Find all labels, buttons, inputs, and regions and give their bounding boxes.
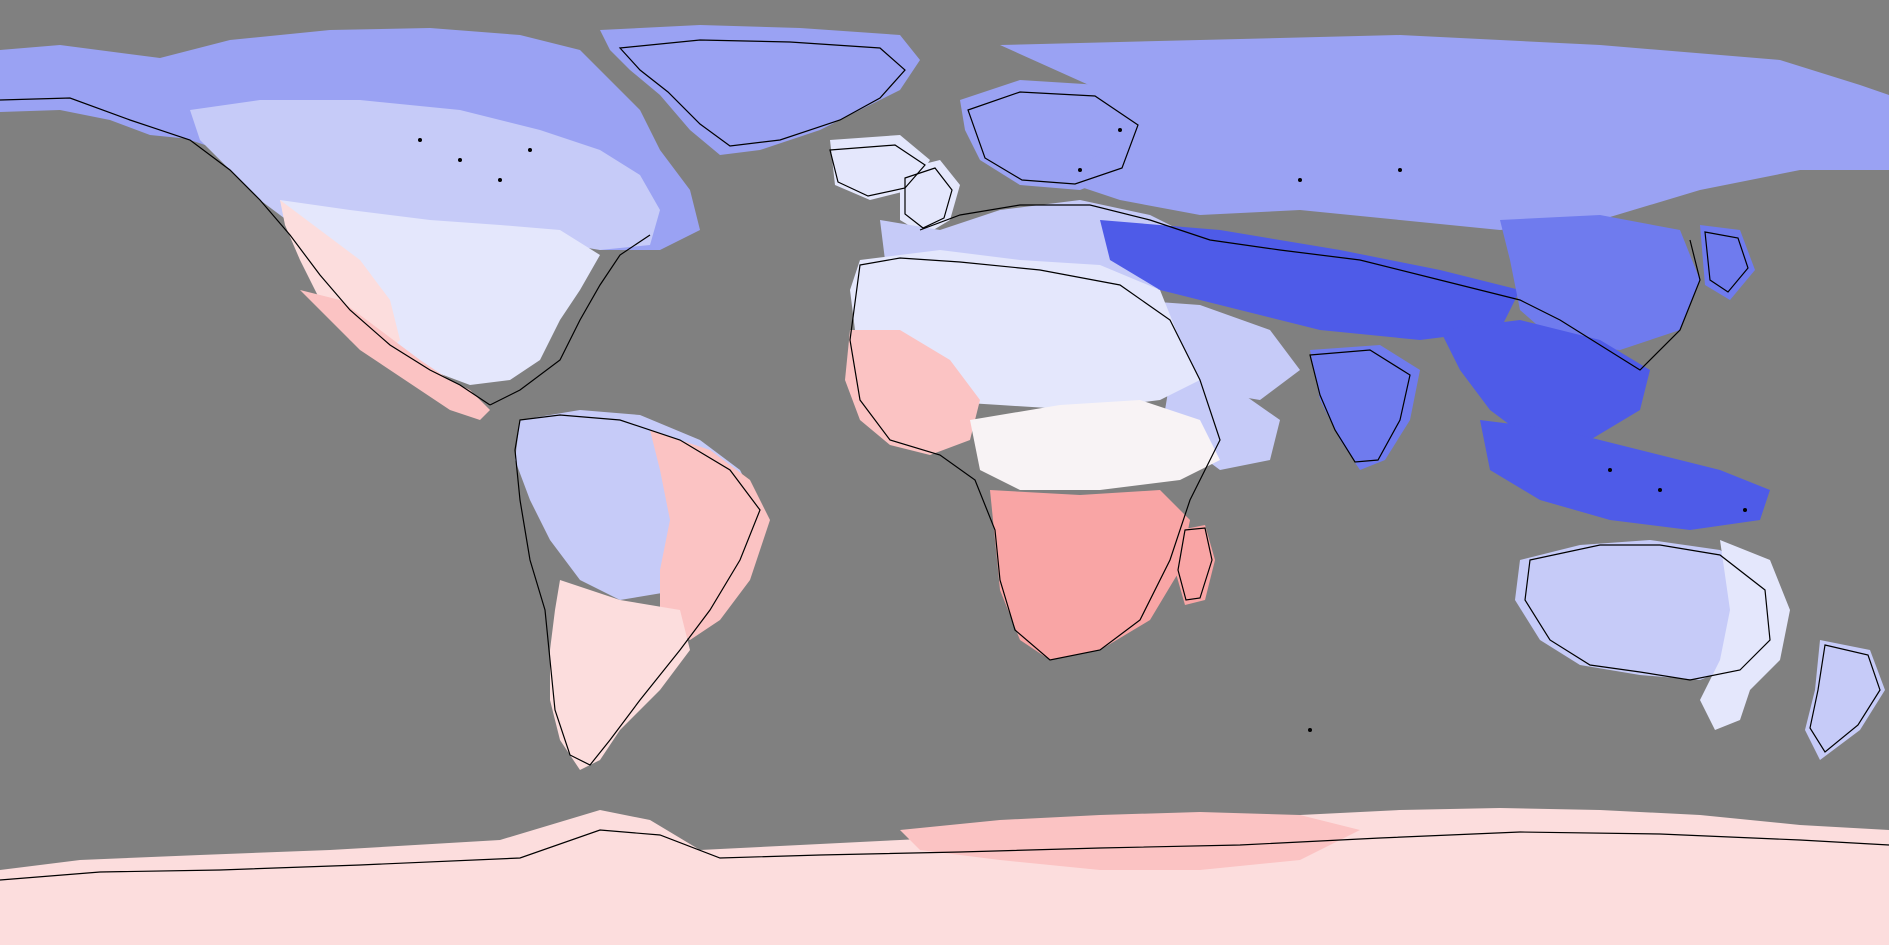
region-japan	[1700, 225, 1755, 300]
region-alaska	[0, 55, 220, 140]
region-central-asia-tibet	[1100, 220, 1520, 340]
region-central-africa	[970, 400, 1220, 490]
region-china-east	[1500, 215, 1700, 350]
region-australia-east	[1700, 540, 1790, 730]
region-australia	[1515, 540, 1770, 680]
region-india	[1310, 345, 1420, 470]
region-indonesia	[1480, 420, 1770, 530]
region-southern-africa	[990, 490, 1190, 660]
island-specks	[418, 128, 1747, 732]
region-russia-siberia	[1000, 35, 1889, 230]
region-mexico-central-america	[300, 290, 490, 420]
region-usa-southwest	[280, 200, 400, 360]
region-south-america-south	[550, 580, 690, 770]
region-southeast-asia	[1440, 320, 1650, 440]
coastlines	[0, 39, 1889, 881]
region-greenland	[600, 25, 920, 155]
region-madagascar	[1175, 525, 1215, 605]
region-antarctica	[0, 808, 1889, 945]
region-antarctica-east	[900, 812, 1360, 870]
region-new-zealand	[1805, 640, 1885, 760]
region-usa	[280, 200, 600, 385]
region-west-africa	[845, 330, 980, 455]
